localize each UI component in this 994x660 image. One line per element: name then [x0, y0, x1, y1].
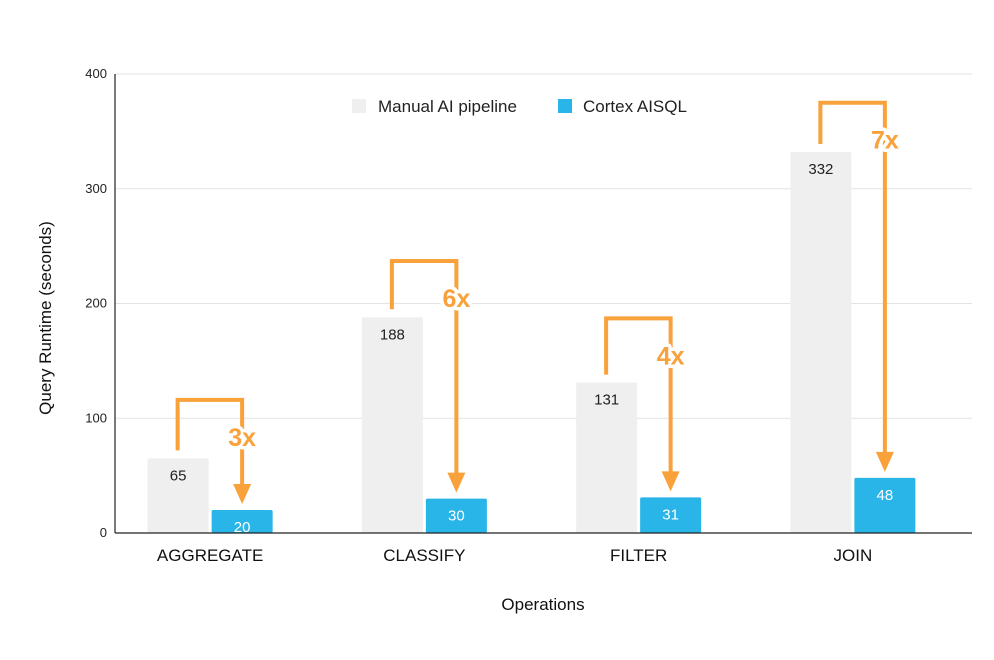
bars: 65 20 188 30 131 31 332 48: [147, 152, 916, 536]
speedup-arrow-classify: 6x: [389, 259, 474, 493]
speedup-label-filter: 4x: [657, 342, 685, 370]
speedup-bracket-classify: [389, 259, 459, 475]
bar-value-label-cortex-aisql-join: 48: [877, 487, 894, 504]
speedup-arrowhead-aggregate: [233, 484, 252, 505]
y-axis-ticks: 0 100 200 300 400: [85, 66, 107, 540]
x-tick-label-filter: FILTER: [610, 546, 667, 565]
legend-label-cortex: Cortex AISQL: [583, 97, 687, 116]
speedup-arrowhead-classify: [447, 472, 466, 493]
x-axis-categories: AGGREGATE CLASSIFY FILTER JOIN: [157, 546, 872, 565]
legend: Manual AI pipeline Cortex AISQL: [352, 97, 687, 116]
speedup-arrow-join: 7x: [818, 100, 902, 472]
y-tick-label-0: 0: [100, 525, 107, 540]
speedup-bracket-join: [818, 100, 887, 454]
speedup-arrowhead-filter: [661, 471, 680, 492]
x-axis-title: Operations: [501, 595, 584, 614]
y-axis-title: Query Runtime (seconds): [36, 221, 55, 415]
bar-value-label-manual-ai-pipeline-aggregate: 65: [170, 467, 187, 484]
speedup-arrowhead-join: [875, 451, 894, 472]
bar-value-label-manual-ai-pipeline-join: 332: [808, 161, 833, 178]
x-tick-label-join: JOIN: [834, 546, 873, 565]
speedup-arrow-filter: 4x: [604, 316, 688, 492]
bar-cortex-aisql-aggregate: [211, 510, 273, 533]
bar-value-label-manual-ai-pipeline-filter: 131: [594, 392, 619, 409]
bar-manual-ai-pipeline-classify: [361, 317, 423, 533]
legend-swatch-manual: [352, 99, 366, 113]
bar-cortex-aisql-classify: [425, 498, 487, 533]
speedup-bracket-filter: [604, 316, 673, 474]
speedup-annotations: 3x 6x 4x 7x: [175, 100, 902, 505]
legend-swatch-cortex: [558, 99, 572, 113]
bar-value-label-manual-ai-pipeline-classify: 188: [380, 326, 405, 343]
x-tick-label-classify: CLASSIFY: [383, 546, 465, 565]
x-tick-label-aggregate: AGGREGATE: [157, 546, 263, 565]
speedup-bracket-aggregate: [175, 397, 245, 487]
y-tick-label-400: 400: [85, 66, 107, 81]
bar-cortex-aisql-join: [854, 477, 916, 533]
bar-value-label-cortex-aisql-classify: 30: [448, 508, 465, 525]
y-tick-label-100: 100: [85, 410, 107, 425]
speedup-label-aggregate: 3x: [228, 424, 256, 452]
legend-label-manual: Manual AI pipeline: [378, 97, 517, 116]
bar-manual-ai-pipeline-filter: [576, 382, 638, 533]
bar-value-label-cortex-aisql-aggregate: 20: [234, 519, 251, 536]
y-tick-label-300: 300: [85, 181, 107, 196]
bar-value-label-cortex-aisql-filter: 31: [662, 506, 679, 523]
bar-manual-ai-pipeline-join: [790, 152, 852, 533]
bar-manual-ai-pipeline-aggregate: [147, 458, 209, 533]
speedup-label-classify: 6x: [442, 285, 470, 313]
speedup-arrow-aggregate: 3x: [175, 397, 260, 505]
y-tick-label-200: 200: [85, 296, 107, 311]
speedup-label-join: 7x: [871, 127, 899, 155]
bar-cortex-aisql-filter: [640, 497, 702, 533]
